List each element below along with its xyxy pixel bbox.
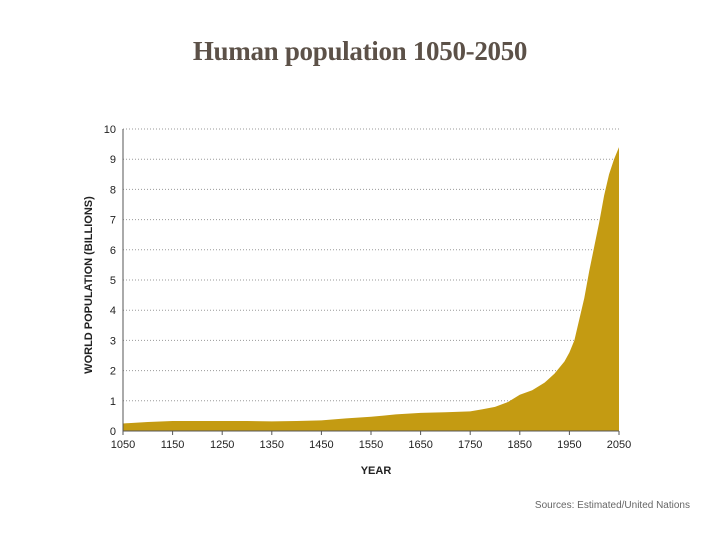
x-tick-label: 1650 [408,439,432,451]
y-tick-label: 10 [104,124,116,136]
x-tick-label: 1150 [161,439,185,451]
population-area [123,147,619,431]
y-tick-label: 1 [110,396,116,408]
y-tick-label: 6 [110,245,116,257]
x-tick-label: 1750 [458,439,482,451]
axes [122,129,620,435]
x-tick-label: 1250 [210,439,234,451]
x-axis-title: YEAR [361,465,392,477]
x-tick-label: 1350 [260,439,284,451]
y-tick-label: 5 [110,275,116,287]
source-note: Sources: Estimated/United Nations [534,500,690,511]
y-tick-label: 4 [110,305,116,317]
y-tick-label: 0 [110,426,116,438]
gridlines [123,128,619,402]
x-tick-label: 1050 [111,439,135,451]
x-tick-label: 1550 [359,439,383,451]
x-tick-label: 2050 [607,439,631,451]
chart-title: Human population 1050-2050 [192,36,528,66]
y-axis-title: WORLD POPULATION (BILLIONS) [83,196,95,374]
y-tick-label: 8 [110,184,116,196]
y-tick-label: 9 [110,154,116,166]
y-tick-label: 2 [110,366,116,378]
y-tick-label: 3 [110,335,116,347]
tick-labels: 0 1 2 3 4 5 6 7 8 9 10 1050 1150 1250 1350 1450 1550 1650… [104,124,631,451]
x-tick-label: 1850 [508,439,532,451]
x-tick-label: 1450 [309,439,333,451]
x-tick-label: 1950 [557,439,581,451]
y-tick-label: 7 [110,215,116,227]
